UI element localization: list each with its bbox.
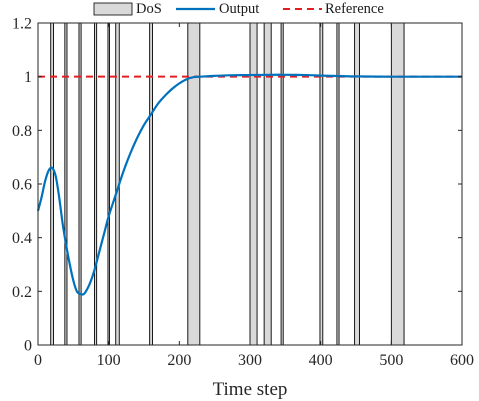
dos-interval-4 [107,22,110,346]
legend-swatch-dos [93,2,133,16]
dos-interval-10 [280,22,284,346]
dos-interval-2 [78,22,82,346]
dos-interval-11 [319,22,324,346]
dos-interval-3 [94,22,98,346]
y-tick-label: 0 [24,338,32,355]
x-tick-label: 100 [97,352,121,369]
dos-layer [50,22,405,346]
dos-interval-7 [187,22,201,346]
legend-label-output: Output [219,1,259,17]
dos-interval-14 [390,22,405,346]
x-tick-label: 500 [379,352,403,369]
x-axis-title: Time step [213,379,288,400]
x-tick-label: 0 [34,352,42,369]
dos-interval-1 [64,22,68,346]
dos-interval-0 [50,22,54,346]
x-tick-label: 200 [167,352,191,369]
x-tick-label: 400 [309,352,333,369]
output-line [36,73,462,296]
legend-label-dos: DoS [136,1,162,17]
y-tick-label: 1.2 [12,16,32,33]
x-axis: 0 100 200 300 400 500 600 [34,23,474,369]
dos-interval-12 [336,22,340,346]
y-tick-label: 0.6 [12,177,32,194]
x-tick-label: 300 [238,352,262,369]
y-tick-label: 0.2 [12,284,32,301]
legend: DoS Output Reference [82,0,402,17]
x-tick-label: 600 [450,352,474,369]
y-tick-label: 1 [24,69,32,86]
dos-interval-13 [354,22,360,346]
dos-interval-9 [263,22,272,346]
y-tick-label: 0.4 [12,230,32,247]
dos-interval-6 [149,22,153,346]
legend-label-reference: Reference [325,1,384,17]
y-tick-label: 0.8 [12,123,32,140]
y-axis: 0 0.2 0.4 0.6 0.8 1 1.2 [12,16,462,355]
legend-box [82,0,402,17]
dos-interval-8 [249,22,258,346]
